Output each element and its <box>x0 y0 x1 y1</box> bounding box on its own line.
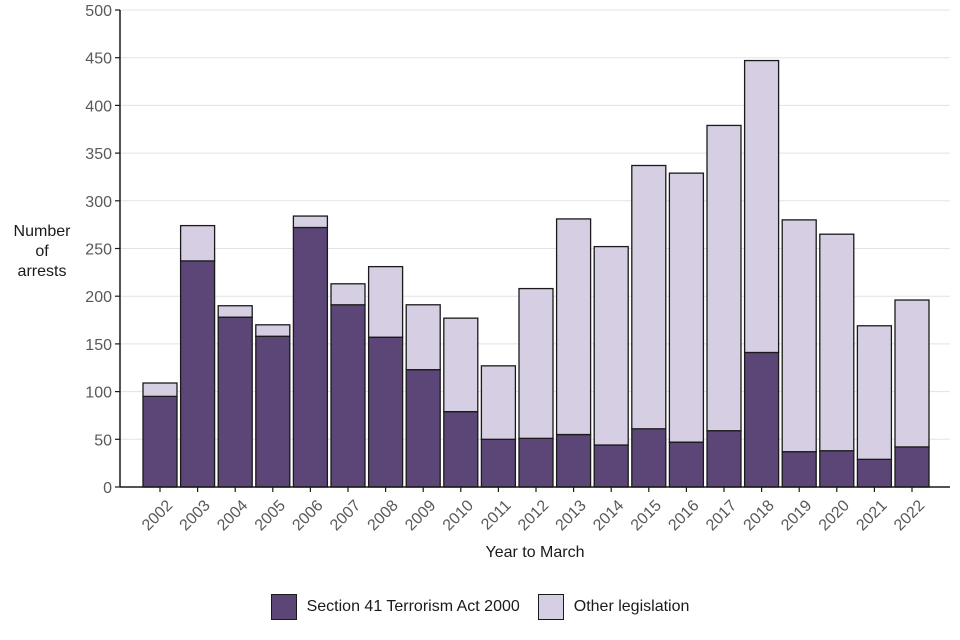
bar-section41-2016 <box>668 441 705 488</box>
bar-other-2007 <box>330 283 366 306</box>
x-tick-label-2016: 2016 <box>665 497 702 534</box>
x-tick-label-2013: 2013 <box>553 497 590 534</box>
x-tick-label-2003: 2003 <box>177 497 214 534</box>
y-axis-title: Number of arrests <box>14 223 72 280</box>
bar-section41-2020 <box>819 450 855 488</box>
bar-other-2017 <box>706 124 742 432</box>
bar-other-2013 <box>555 218 592 436</box>
x-axis-title: Year to March <box>485 544 584 561</box>
x-tick-label-2002: 2002 <box>139 497 176 534</box>
bar-other-2004 <box>217 305 253 318</box>
x-tick-label-2005: 2005 <box>252 497 289 534</box>
x-tick-label-2019: 2019 <box>778 497 815 534</box>
legend-label-other: Other legislation <box>573 598 690 615</box>
bar-other-2008 <box>367 265 404 338</box>
bar-other-2014 <box>593 245 629 446</box>
y-tick-label-300: 300 <box>85 194 112 211</box>
bar-other-2003 <box>179 224 216 262</box>
bar-section41-2018 <box>743 351 780 488</box>
bar-section41-2003 <box>179 260 216 488</box>
x-tick-label-2011: 2011 <box>478 497 514 533</box>
y-tick-label-450: 450 <box>85 51 112 68</box>
bar-section41-2017 <box>706 430 742 488</box>
y-tick-label-400: 400 <box>85 98 112 115</box>
y-axis-title-line-1: of <box>35 243 49 260</box>
bar-other-2015 <box>631 164 667 430</box>
x-tick-label-2018: 2018 <box>741 497 778 534</box>
bar-other-2012 <box>518 287 554 439</box>
x-tick-label-2008: 2008 <box>365 497 402 534</box>
bar-section41-2014 <box>593 444 629 488</box>
bar-other-2021 <box>856 325 893 460</box>
bar-other-2010 <box>443 317 479 413</box>
y-tick-label-500: 500 <box>85 3 112 20</box>
legend-item-other: Other legislation <box>537 594 690 620</box>
bar-section41-2004 <box>217 316 253 488</box>
bar-other-2002 <box>142 382 178 398</box>
x-tick-label-2012: 2012 <box>515 497 552 534</box>
x-tick-label-2014: 2014 <box>590 497 627 534</box>
x-ticks: 2002 2003 2004 2005 2006 2007 2008 2009 2010 2011… <box>139 487 928 534</box>
bar-other-2011 <box>480 365 517 440</box>
y-tick-label-0: 0 <box>103 480 112 497</box>
legend: Section 41 Terrorism Act 2000 Other legi… <box>0 590 960 624</box>
bar-other-2020 <box>819 233 855 452</box>
x-tick-label-2010: 2010 <box>440 497 477 534</box>
y-tick-label-150: 150 <box>85 337 112 354</box>
bar-section41-2009 <box>405 369 441 488</box>
x-tick-label-2006: 2006 <box>289 497 326 534</box>
bar-section41-2022 <box>894 446 930 488</box>
legend-swatch-other <box>537 594 564 620</box>
bar-section41-2021 <box>856 458 893 488</box>
y-tick-label-250: 250 <box>85 242 112 259</box>
x-tick-label-2015: 2015 <box>628 497 665 534</box>
y-tick-label-350: 350 <box>85 146 112 163</box>
bar-section41-2015 <box>631 428 667 488</box>
x-tick-label-2017: 2017 <box>703 497 740 534</box>
bar-other-2005 <box>255 324 291 337</box>
x-tick-label-2021: 2021 <box>853 497 890 534</box>
bar-other-2022 <box>894 299 930 448</box>
x-tick-label-2009: 2009 <box>402 497 439 534</box>
bars <box>142 59 930 488</box>
y-axis-title-line-0: Number <box>14 223 72 240</box>
bar-other-2006 <box>292 215 329 229</box>
legend-label-section41: Section 41 Terrorism Act 2000 <box>306 598 520 615</box>
bar-section41-2002 <box>142 395 178 488</box>
bar-section41-2011 <box>480 438 517 488</box>
bar-section41-2006 <box>292 226 329 488</box>
y-ticks: 0 50 100 150 200 250 300 350 400 450 500 <box>85 3 120 497</box>
bar-other-2016 <box>668 172 705 443</box>
bar-other-2009 <box>405 304 441 371</box>
y-tick-label-50: 50 <box>94 432 112 449</box>
y-axis-title-line-2: arrests <box>18 263 67 280</box>
bar-section41-2012 <box>518 437 554 488</box>
y-tick-label-100: 100 <box>85 385 112 402</box>
y-tick-label-200: 200 <box>85 289 112 306</box>
x-tick-label-2022: 2022 <box>891 497 928 534</box>
bar-section41-2005 <box>255 335 291 488</box>
legend-item-section41: Section 41 Terrorism Act 2000 <box>270 594 520 620</box>
legend-swatch-section41 <box>270 594 297 620</box>
bar-section41-2010 <box>443 410 479 488</box>
bar-section41-2007 <box>330 304 366 488</box>
x-tick-label-2020: 2020 <box>816 497 853 534</box>
bar-section41-2019 <box>781 451 817 488</box>
bar-other-2019 <box>781 219 817 453</box>
bar-section41-2013 <box>555 433 592 488</box>
bar-section41-2008 <box>367 336 404 488</box>
bar-other-2018 <box>743 59 780 354</box>
x-tick-label-2007: 2007 <box>327 497 364 534</box>
x-tick-label-2004: 2004 <box>214 497 251 534</box>
